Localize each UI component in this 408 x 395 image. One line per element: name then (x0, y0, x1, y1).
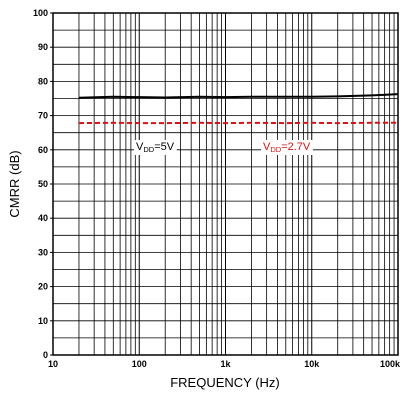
y-tick-label: 40 (38, 213, 48, 223)
series-label-subscript: DD (143, 145, 154, 154)
x-tick-label: 100k (380, 359, 401, 369)
y-tick-label: 20 (38, 282, 48, 292)
series-label-main: V (136, 141, 144, 153)
series-lines (78, 93, 399, 125)
series-label-rest: =5V (154, 141, 175, 153)
y-tick-label: 90 (38, 42, 48, 52)
y-tick-label: 60 (38, 145, 48, 155)
series-label-rest: =2.7V (281, 141, 311, 153)
series-label-background (134, 140, 177, 155)
series-label-vdd-2-7v: VDD=2.7V (263, 141, 311, 154)
x-tick-label: 100 (132, 359, 147, 369)
series-label-vdd-5v: VDD=5V (136, 141, 175, 154)
y-tick-label: 30 (38, 247, 48, 257)
y-tick-label: 50 (38, 179, 48, 189)
x-axis-label: FREQUENCY (Hz) (170, 375, 280, 390)
y-axis-label: CMRR (dB) (7, 150, 22, 217)
series-label-background (261, 140, 313, 155)
x-tick-label: 10k (304, 359, 320, 369)
x-tick-label: 1k (220, 359, 231, 369)
y-tick-label: 100 (33, 8, 48, 18)
chart-grid (53, 13, 398, 355)
series-labels: VDD=5V VDD=2.7V (134, 140, 313, 155)
y-tick-label: 10 (38, 316, 48, 326)
series-label-subscript: DD (270, 145, 281, 154)
y-tick-label: 80 (38, 76, 48, 86)
y-tick-label: 70 (38, 111, 48, 121)
x-tick-label: 10 (48, 359, 58, 369)
series-line-0 (78, 93, 399, 99)
y-tick-label: 0 (43, 350, 48, 360)
series-label-main: V (263, 141, 271, 153)
